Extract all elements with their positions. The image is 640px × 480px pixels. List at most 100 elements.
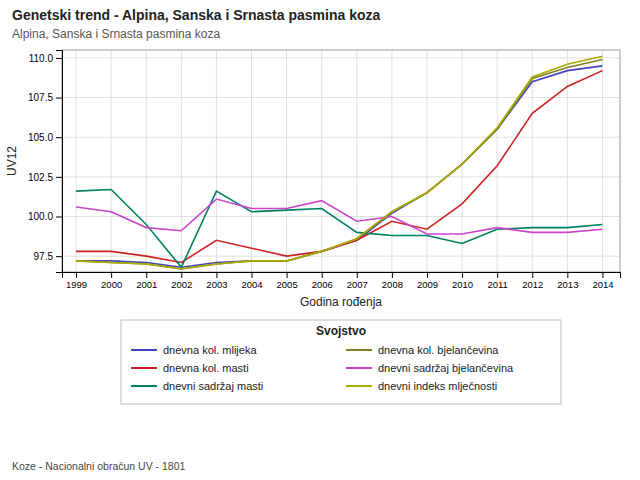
tick: 2006 (312, 272, 333, 290)
tick-label: 110.0 (29, 53, 54, 64)
tick: 1999 (66, 272, 87, 290)
tick-mark (532, 272, 533, 278)
tick-mark (322, 272, 323, 278)
grid-line-x (181, 50, 182, 272)
tick: 2000 (101, 272, 122, 290)
legend-frame (121, 320, 561, 404)
tick: 2011 (487, 272, 507, 290)
series-line (76, 66, 602, 267)
axis-line (56, 51, 63, 273)
legend-swatch (346, 385, 372, 387)
grid-line-x (111, 50, 112, 272)
tick: 2002 (171, 272, 192, 290)
tick-label: 2005 (277, 279, 298, 290)
legend-swatch (131, 367, 157, 369)
legend: Svojstvo dnevna kol. mlijeka dnevna kol. m… (121, 320, 561, 404)
legend-label: dnevna kol. masti (163, 362, 249, 374)
tick: 102.5 (28, 172, 62, 183)
grid-line-y (62, 176, 620, 177)
tick: 2010 (452, 272, 473, 290)
tick-mark (56, 58, 62, 59)
footnote: Koze - Nacionalni obračun UV - 1801 (12, 460, 186, 472)
tick: 2014 (592, 272, 613, 290)
series-line (76, 199, 602, 234)
tick-label: 2013 (557, 279, 578, 290)
legend-swatch (346, 349, 372, 351)
axis-line (63, 273, 621, 279)
legend-swatch (346, 367, 372, 369)
tick-mark (462, 272, 463, 278)
tick: 2001 (136, 272, 157, 290)
legend-label: dnevna kol. bjelančevina (378, 344, 499, 356)
series-line (76, 56, 602, 268)
tick-mark (76, 272, 77, 278)
tick-mark (111, 272, 112, 278)
tick-label: 2001 (136, 279, 157, 290)
tick-label: 2004 (241, 279, 262, 290)
legend-item: dnevni sadržaj masti (131, 380, 263, 392)
tick-mark (357, 272, 358, 278)
tick-mark (427, 272, 428, 278)
legend-item: dnevna kol. mlijeka (131, 344, 257, 356)
grid-line-x (497, 50, 498, 272)
tick: 105.0 (28, 132, 62, 143)
tick: 2007 (347, 272, 368, 290)
tick-mark (392, 272, 393, 278)
title: Genetski trend - Alpina, Sanska i Srnast… (12, 7, 380, 23)
tick-label: 2014 (592, 279, 613, 290)
tick-mark (56, 217, 62, 218)
tick: 100.0 (28, 211, 62, 222)
tick-label: 2007 (347, 279, 368, 290)
tick: 2012 (522, 272, 543, 290)
tick-label: 97.5 (34, 251, 54, 262)
tick: 2008 (382, 272, 403, 290)
plot-area (76, 56, 602, 268)
tick-label: 2008 (382, 279, 403, 290)
tick-mark (497, 272, 498, 278)
tick-label: 2009 (417, 279, 438, 290)
tick-label: 2000 (101, 279, 122, 290)
tick-label: 2002 (171, 279, 192, 290)
tick-mark (56, 137, 62, 138)
tick-label: 2003 (206, 279, 227, 290)
grid-line-y (62, 57, 620, 58)
tick-mark (56, 177, 62, 178)
tick-mark (287, 272, 288, 278)
tick: 110.0 (29, 53, 62, 64)
tick: 2009 (417, 272, 438, 290)
grid-line-y (62, 137, 620, 138)
tick-label: 2012 (522, 279, 543, 290)
x-axis-title: Godina rođenja (300, 295, 382, 309)
grid-line-x (567, 50, 568, 272)
grid-line-x (426, 50, 427, 272)
tick-label: 105.0 (28, 132, 53, 143)
legend-item: dnevna kol. masti (131, 362, 249, 374)
y-axis: 97.5 100.0 102.5 105.0 107.5 110.0 (28, 51, 63, 273)
tick: 2003 (206, 272, 227, 290)
tick: 97.5 (34, 251, 62, 262)
grid-line-x (321, 50, 322, 272)
x-axis: 1999 2000 2001 2002 2003 2004 2005 2006 2007 2008… (63, 272, 621, 290)
legend-title: Svojstvo (316, 324, 366, 338)
tick-label: 2006 (312, 279, 333, 290)
tick: 107.5 (28, 92, 62, 103)
plot-frame (62, 50, 620, 272)
legend-item: dnevni indeks mlječnosti (346, 380, 497, 392)
tick: 2013 (557, 272, 578, 290)
grid (62, 50, 620, 272)
grid-line-x (286, 50, 287, 272)
series-line (76, 71, 602, 263)
grid-line-y (62, 97, 620, 98)
chart: Genetski trend - Alpina, Sanska i Srnast… (0, 0, 640, 480)
tick-mark (181, 272, 182, 278)
legend-label: dnevna kol. mlijeka (163, 344, 257, 356)
subtitle: Alpina, Sanska i Srnasta pasmina koza (12, 27, 220, 41)
grid-line-x (462, 50, 463, 272)
tick-label: 2011 (487, 279, 507, 290)
grid-line-y (62, 216, 620, 217)
legend-item: dnevni sadržaj bjelančevina (346, 362, 514, 374)
tick-label: 2010 (452, 279, 473, 290)
grid-line-x (146, 50, 147, 272)
grid-line-x (216, 50, 217, 272)
tick-mark (56, 98, 62, 99)
